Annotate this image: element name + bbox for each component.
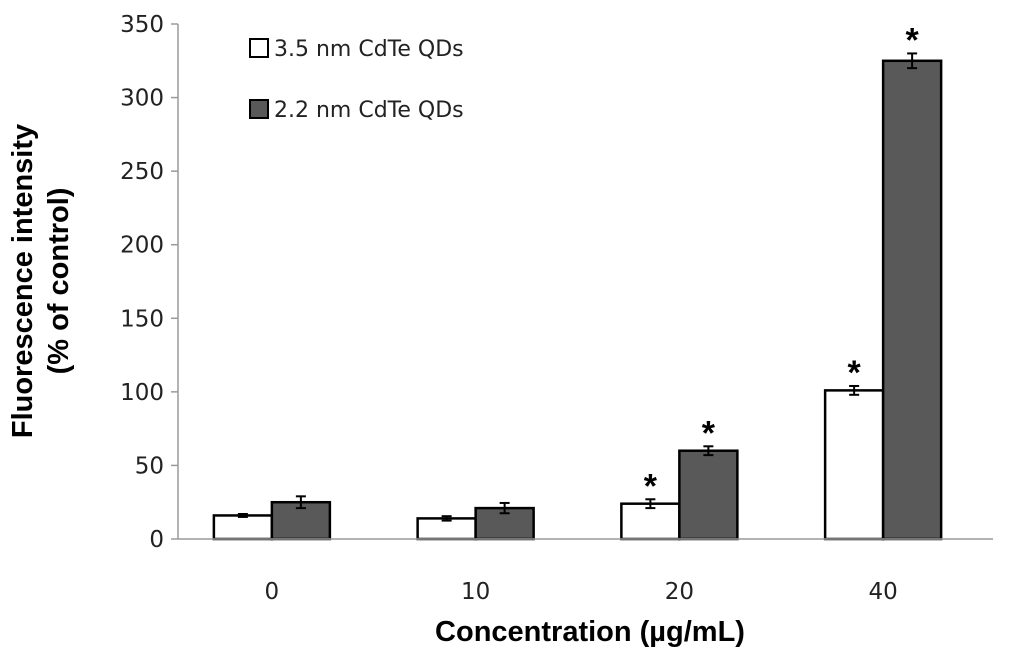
y-tick-label: 200 [120, 233, 164, 259]
significance-asterisk: * [644, 467, 658, 505]
bar-40-series-1 [823, 389, 885, 541]
y-tick-label: 250 [120, 159, 164, 185]
legend-swatch-series-2 [249, 99, 269, 119]
x-tick-label-20: 20 [665, 579, 694, 605]
legend-label-series-1: 3.5 nm CdTe QDs [274, 37, 464, 62]
y-tick-label: 350 [120, 12, 164, 38]
bar-20-series-2 [678, 449, 739, 541]
y-tick-label: 0 [149, 527, 164, 553]
x-tick-label-40: 40 [868, 579, 897, 605]
error-bars-group [237, 52, 918, 522]
y-axis-title-line1: Fluorescence intensity [7, 124, 39, 438]
legend-swatch-series-1 [249, 38, 269, 58]
x-axis-title: Concentration (µg/mL) [435, 616, 745, 648]
significance-marks-group: * * * * [644, 21, 920, 505]
y-tick-label: 150 [120, 306, 164, 332]
x-tick-label-10: 10 [461, 579, 490, 605]
y-tick-label: 100 [120, 380, 164, 406]
y-axis-ticks: 0 50 100 150 200 250 300 350 [120, 12, 178, 553]
significance-asterisk: * [848, 354, 862, 392]
y-tick-label: 50 [135, 453, 164, 479]
legend: 3.5 nm CdTe QDs 2.2 nm CdTe QDs [249, 37, 464, 123]
x-tick-label-0: 0 [265, 579, 280, 605]
bar-40-series-2 [881, 59, 943, 541]
bar-0-series-1 [212, 514, 274, 541]
y-axis-title-line2: (% of control) [43, 188, 75, 375]
y-tick-label: 300 [120, 86, 164, 112]
bars-group [212, 59, 943, 541]
significance-asterisk: * [906, 21, 920, 59]
legend-label-series-2: 2.2 nm CdTe QDs [274, 98, 464, 123]
x-axis-ticks: 0 10 20 40 [265, 579, 898, 605]
significance-asterisk: * [702, 414, 716, 452]
